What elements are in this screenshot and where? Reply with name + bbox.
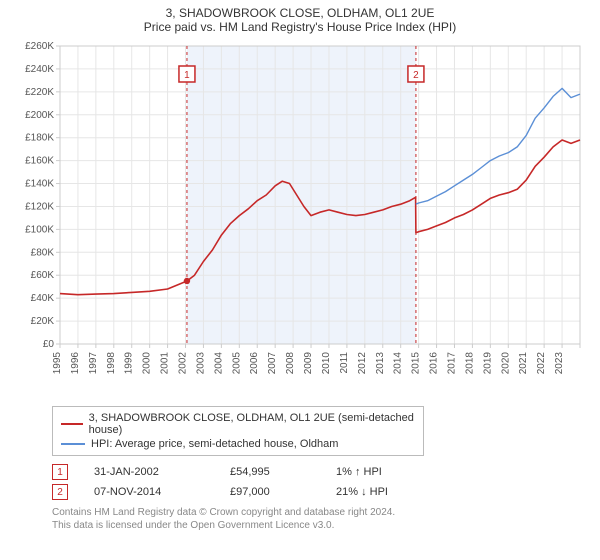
sales-row-diff: 1% ↑ HPI — [336, 466, 456, 478]
svg-text:£200K: £200K — [25, 110, 54, 121]
svg-text:1996: 1996 — [70, 352, 81, 375]
svg-text:2007: 2007 — [267, 352, 278, 375]
svg-text:2004: 2004 — [213, 352, 224, 375]
svg-text:£100K: £100K — [25, 224, 54, 235]
sales-row-badge: 1 — [52, 464, 68, 480]
svg-text:£140K: £140K — [25, 179, 54, 190]
sale-dot — [184, 278, 190, 284]
sales-row-price: £97,000 — [230, 486, 310, 498]
svg-text:2006: 2006 — [249, 352, 260, 375]
sales-row: 1 31-JAN-2002 £54,995 1% ↑ HPI — [52, 462, 578, 482]
legend: 3, SHADOWBROOK CLOSE, OLDHAM, OL1 2UE (s… — [52, 406, 424, 456]
svg-text:1997: 1997 — [88, 352, 99, 375]
legend-label: HPI: Average price, semi-detached house,… — [91, 438, 338, 450]
chart-svg: £0 £20K £40K £60K £80K £100K £120K £140K £160K £1… — [14, 40, 586, 396]
chart: £0 £20K £40K £60K £80K £100K £120K £140K £160K £1… — [14, 40, 586, 396]
legend-item: HPI: Average price, semi-detached house,… — [61, 437, 415, 451]
svg-text:2002: 2002 — [178, 352, 189, 375]
svg-text:2014: 2014 — [393, 352, 404, 375]
legend-label: 3, SHADOWBROOK CLOSE, OLDHAM, OL1 2UE (s… — [89, 412, 415, 436]
svg-text:2013: 2013 — [375, 352, 386, 375]
svg-text:£80K: £80K — [31, 247, 55, 258]
svg-text:2009: 2009 — [303, 352, 314, 375]
svg-text:2020: 2020 — [500, 352, 511, 375]
legend-swatch — [61, 423, 83, 425]
sales-row-date: 07-NOV-2014 — [94, 486, 204, 498]
svg-text:2021: 2021 — [518, 352, 529, 375]
svg-text:2018: 2018 — [464, 352, 475, 375]
svg-text:2016: 2016 — [429, 352, 440, 375]
sales-row-diff: 21% ↓ HPI — [336, 486, 456, 498]
svg-text:£240K: £240K — [25, 64, 54, 75]
sales-row-date: 31-JAN-2002 — [94, 466, 204, 478]
sales-row-price: £54,995 — [230, 466, 310, 478]
svg-text:£0: £0 — [43, 339, 55, 350]
footer-line-2: This data is licensed under the Open Gov… — [52, 519, 578, 532]
sales-table: 1 31-JAN-2002 £54,995 1% ↑ HPI 2 07-NOV-2014 £… — [52, 462, 578, 502]
chart-title: 3, SHADOWBROOK CLOSE, OLDHAM, OL1 2UE — [10, 6, 590, 20]
svg-text:£180K: £180K — [25, 133, 54, 144]
svg-text:1995: 1995 — [52, 352, 63, 375]
legend-item: 3, SHADOWBROOK CLOSE, OLDHAM, OL1 2UE (s… — [61, 411, 415, 437]
svg-text:2019: 2019 — [482, 352, 493, 375]
footer-attribution: Contains HM Land Registry data © Crown c… — [52, 506, 578, 532]
footer-line-1: Contains HM Land Registry data © Crown c… — [52, 506, 578, 519]
svg-text:£120K: £120K — [25, 201, 54, 212]
sales-row: 2 07-NOV-2014 £97,000 21% ↓ HPI — [52, 482, 578, 502]
svg-text:2008: 2008 — [285, 352, 296, 375]
svg-text:1999: 1999 — [124, 352, 135, 375]
svg-text:2015: 2015 — [411, 352, 422, 375]
svg-text:£20K: £20K — [31, 316, 55, 327]
svg-text:2003: 2003 — [195, 352, 206, 375]
svg-text:2023: 2023 — [554, 352, 565, 375]
svg-text:£220K: £220K — [25, 87, 54, 98]
svg-text:£260K: £260K — [25, 41, 54, 52]
svg-text:2000: 2000 — [142, 352, 153, 375]
sales-row-badge: 2 — [52, 484, 68, 500]
svg-text:2010: 2010 — [321, 352, 332, 375]
chart-subtitle: Price paid vs. HM Land Registry's House … — [10, 20, 590, 34]
svg-text:2005: 2005 — [231, 352, 242, 375]
svg-text:£40K: £40K — [31, 293, 55, 304]
svg-text:£60K: £60K — [31, 270, 55, 281]
svg-text:1: 1 — [184, 70, 190, 81]
legend-swatch — [61, 443, 85, 445]
svg-text:2012: 2012 — [357, 352, 368, 375]
svg-text:1998: 1998 — [106, 352, 117, 375]
svg-text:2011: 2011 — [339, 352, 350, 374]
svg-text:2022: 2022 — [536, 352, 547, 375]
svg-text:2: 2 — [413, 70, 419, 81]
svg-text:2001: 2001 — [160, 352, 171, 375]
svg-text:£160K: £160K — [25, 156, 54, 167]
svg-text:2017: 2017 — [446, 352, 457, 375]
